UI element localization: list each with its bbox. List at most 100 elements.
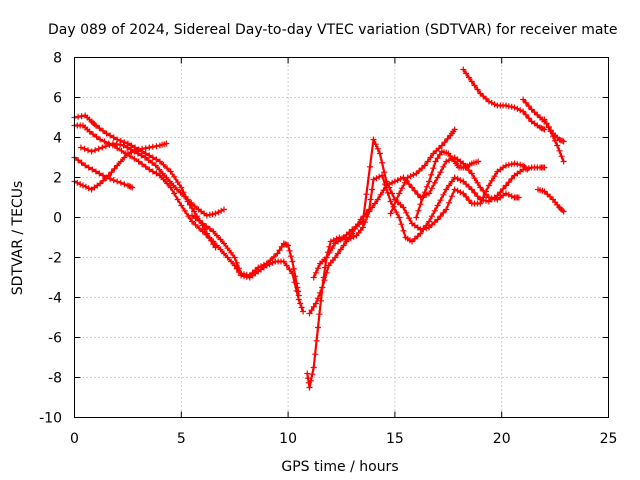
data-point-marker [441, 139, 448, 146]
data-point-marker [508, 161, 515, 168]
data-point-marker [117, 137, 124, 144]
data-point-marker [552, 137, 559, 144]
series-sat-b [71, 122, 307, 315]
data-point-marker [159, 170, 166, 177]
data-point-marker [525, 103, 532, 110]
data-point-marker [443, 186, 450, 193]
data-point-marker [366, 206, 373, 213]
data-point-marker [505, 179, 512, 186]
data-point-marker [346, 234, 353, 241]
data-point-marker [517, 107, 524, 114]
y-tick-label: 4 [53, 131, 62, 147]
data-point-marker [428, 213, 435, 220]
data-point-marker [81, 145, 88, 152]
data-point-marker [316, 311, 323, 318]
data-point-marker [460, 190, 467, 197]
data-point-marker [121, 154, 128, 161]
series-sat-a [71, 112, 219, 251]
data-point-marker [483, 197, 489, 204]
data-point-marker [427, 154, 434, 161]
data-point-marker [409, 238, 415, 245]
data-point-marker [443, 206, 450, 213]
data-point-marker [451, 174, 458, 181]
data-point-marker [292, 273, 299, 280]
data-point-marker [517, 161, 524, 168]
data-point-marker [228, 249, 235, 256]
data-point-marker [390, 203, 397, 210]
data-point-marker [465, 74, 472, 81]
data-point-marker [503, 102, 509, 109]
data-point-marker [278, 243, 285, 250]
data-point-marker [160, 161, 167, 168]
data-point-marker [312, 351, 319, 358]
x-tick-label: 15 [386, 431, 404, 447]
data-point-marker [153, 156, 160, 163]
data-point-marker [121, 139, 128, 146]
data-point-marker [397, 175, 404, 182]
data-point-marker [196, 225, 203, 232]
data-point-marker [174, 196, 181, 203]
data-point-marker [503, 182, 509, 189]
data-point-marker [118, 147, 125, 154]
data-point-marker [471, 175, 478, 182]
data-point-marker [319, 284, 326, 291]
data-point-marker [434, 155, 441, 162]
data-point-marker [406, 215, 413, 222]
data-point-marker [393, 209, 400, 216]
data-point-marker [135, 146, 142, 153]
data-point-marker [290, 265, 297, 272]
y-tick-label: 8 [53, 51, 62, 67]
data-point-marker [109, 140, 116, 147]
data-point-marker [531, 109, 538, 116]
data-point-marker [480, 93, 487, 100]
x-tick-label: 10 [279, 431, 297, 447]
data-point-marker [255, 264, 262, 271]
data-point-marker [231, 254, 238, 261]
data-point-marker [413, 214, 420, 221]
data-point-marker [92, 122, 99, 129]
data-point-marker [246, 272, 253, 279]
data-point-marker [221, 250, 227, 257]
data-point-marker [321, 277, 328, 284]
data-point-marker [494, 192, 501, 199]
data-point-marker [423, 225, 430, 232]
data-point-marker [285, 242, 292, 249]
data-point-marker [85, 147, 91, 154]
data-point-marker [515, 194, 522, 201]
data-point-marker [559, 137, 566, 144]
data-point-marker [92, 168, 99, 175]
data-point-marker [149, 154, 156, 161]
data-point-marker [446, 199, 452, 206]
data-point-marker [243, 271, 250, 278]
data-point-marker [142, 145, 149, 152]
data-point-marker [352, 223, 359, 230]
data-point-marker [206, 235, 213, 242]
data-point-marker [451, 186, 458, 193]
data-point-marker [124, 144, 131, 151]
data-point-marker [323, 254, 330, 261]
data-point-marker [514, 105, 521, 112]
data-point-marker [131, 148, 138, 155]
data-point-marker [430, 165, 437, 172]
data-point-marker [111, 165, 118, 172]
data-point-marker [213, 242, 220, 249]
data-point-marker [294, 284, 301, 291]
data-point-marker [124, 140, 131, 147]
data-point-marker [317, 289, 324, 296]
data-point-marker [414, 191, 421, 198]
data-point-marker [465, 197, 472, 204]
data-point-marker [283, 262, 290, 269]
data-point-marker [163, 174, 170, 181]
data-point-marker [434, 174, 441, 181]
data-point-marker [221, 240, 227, 247]
data-point-marker [228, 258, 235, 265]
data-point-marker [156, 158, 163, 165]
data-point-marker [428, 185, 435, 192]
data-point-marker [93, 133, 100, 140]
data-point-marker [267, 257, 274, 264]
data-point-marker [474, 86, 481, 93]
data-point-marker [384, 189, 391, 196]
data-point-marker [410, 171, 417, 178]
data-point-marker [300, 308, 307, 315]
data-point-marker [78, 113, 85, 120]
